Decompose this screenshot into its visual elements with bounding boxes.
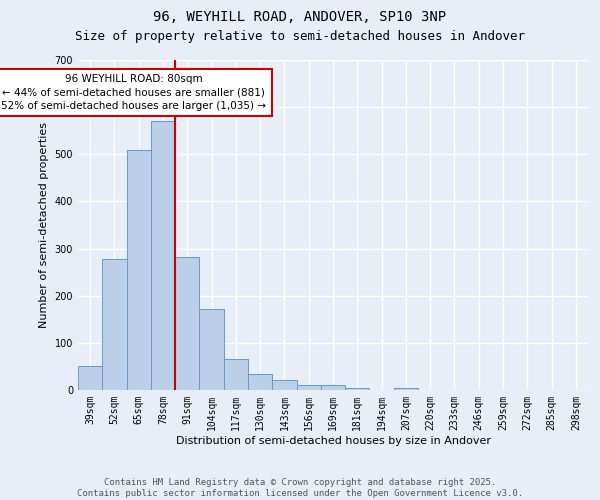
X-axis label: Distribution of semi-detached houses by size in Andover: Distribution of semi-detached houses by … bbox=[176, 436, 491, 446]
Text: 96, WEYHILL ROAD, ANDOVER, SP10 3NP: 96, WEYHILL ROAD, ANDOVER, SP10 3NP bbox=[154, 10, 446, 24]
Bar bbox=[151, 122, 175, 390]
Y-axis label: Number of semi-detached properties: Number of semi-detached properties bbox=[39, 122, 49, 328]
Bar bbox=[78, 366, 102, 390]
Bar bbox=[224, 360, 248, 390]
Text: Size of property relative to semi-detached houses in Andover: Size of property relative to semi-detach… bbox=[75, 30, 525, 43]
Bar bbox=[248, 374, 272, 390]
Bar bbox=[175, 256, 199, 390]
Bar bbox=[345, 388, 370, 390]
Bar bbox=[199, 309, 224, 390]
Bar bbox=[321, 386, 345, 390]
Text: Contains HM Land Registry data © Crown copyright and database right 2025.
Contai: Contains HM Land Registry data © Crown c… bbox=[77, 478, 523, 498]
Bar bbox=[394, 388, 418, 390]
Bar bbox=[296, 386, 321, 390]
Bar bbox=[127, 150, 151, 390]
Bar bbox=[102, 259, 127, 390]
Text: 96 WEYHILL ROAD: 80sqm
← 44% of semi-detached houses are smaller (881)
52% of se: 96 WEYHILL ROAD: 80sqm ← 44% of semi-det… bbox=[1, 74, 266, 110]
Bar bbox=[272, 380, 296, 390]
